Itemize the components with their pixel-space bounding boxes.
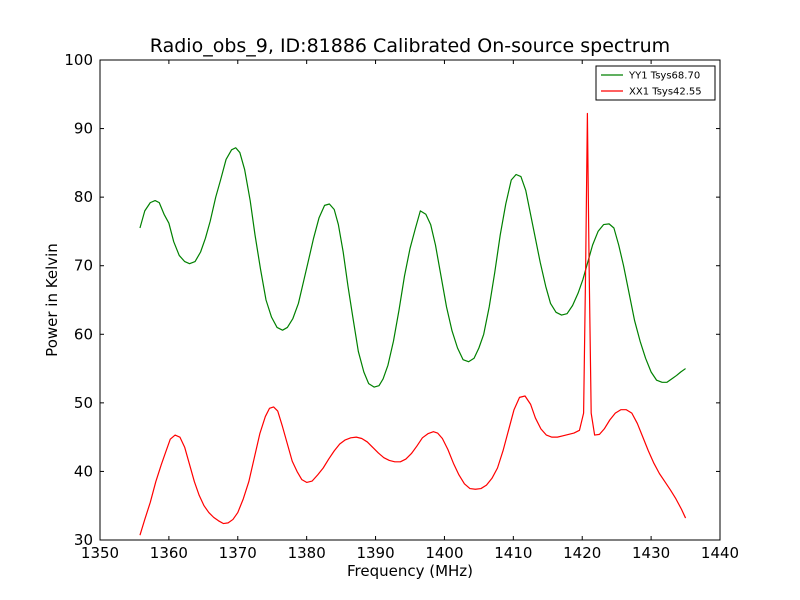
x-tick-label: 1400 xyxy=(425,544,463,562)
x-tick-label: 1390 xyxy=(356,544,394,562)
y-tick-label: 30 xyxy=(74,531,93,549)
plot-lines xyxy=(139,112,687,536)
x-tick-label: 1420 xyxy=(563,544,601,562)
x-tick-label: 1370 xyxy=(219,544,257,562)
y-tick-label: 90 xyxy=(74,120,93,138)
legend-box xyxy=(595,65,716,101)
y-tick-label: 50 xyxy=(74,394,93,412)
x-axis-label: Frequency (MHz) xyxy=(347,562,473,580)
x-tick-label: 1360 xyxy=(150,544,188,562)
chart-title: Radio_obs_9, ID:81886 Calibrated On-sour… xyxy=(150,35,670,57)
x-tick-label: 1410 xyxy=(494,544,532,562)
x-tick-label: 1380 xyxy=(288,544,326,562)
plot-frame xyxy=(99,59,721,541)
series-line-yy1 xyxy=(139,147,686,388)
legend-label: YY1 Tsys68.70 xyxy=(628,71,700,82)
legend-label: XX1 Tsys42.55 xyxy=(629,87,702,98)
y-axis-label: Power in Kelvin xyxy=(43,243,61,357)
y-tick-label: 60 xyxy=(74,325,93,343)
series-line-xx1 xyxy=(139,112,687,536)
legend: YY1 Tsys68.70 XX1 Tsys42.55 xyxy=(595,65,716,101)
x-tick-label: 1350 xyxy=(81,544,119,562)
y-tick-label: 80 xyxy=(74,188,93,206)
y-tick-label: 40 xyxy=(74,462,93,480)
axis-tick-labels: 1350 1360 1370 1380 1390 1400 1410 1420 1430 1440… xyxy=(64,51,739,562)
x-tick-label: 1440 xyxy=(701,544,739,562)
y-tick-label: 70 xyxy=(74,257,93,275)
x-tick-label: 1430 xyxy=(632,544,670,562)
y-tick-label: 100 xyxy=(64,51,93,69)
